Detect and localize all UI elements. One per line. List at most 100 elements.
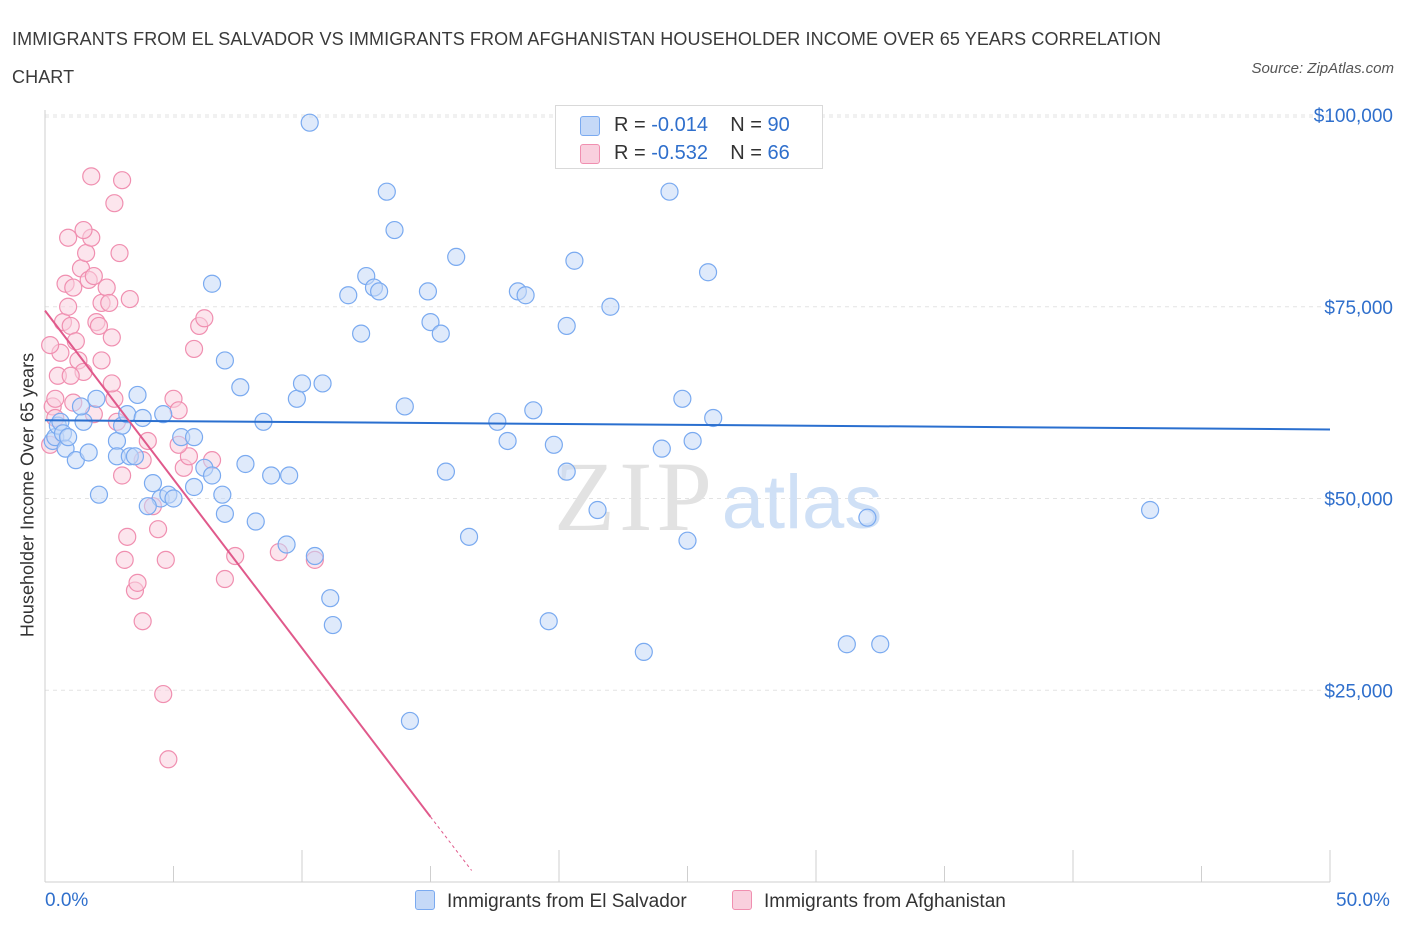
point-el-salvador-10 [71, 397, 91, 416]
point-el-salvador-61 [488, 412, 507, 431]
point-afghanistan-35 [154, 684, 173, 704]
legend-n-label-2: N = [730, 142, 768, 164]
point-afghanistan-45 [215, 569, 234, 589]
point-el-salvador-53 [395, 397, 414, 416]
watermark-atlas: atlas [722, 460, 883, 545]
point-el-salvador-31 [213, 485, 232, 504]
point-afghanistan-36 [159, 750, 178, 769]
legend-n-label-1: N = [730, 114, 768, 136]
point-el-salvador-85 [202, 274, 222, 293]
point-afghanistan-46 [226, 546, 245, 566]
point-afghanistan-47 [105, 194, 124, 213]
point-afghanistan-57 [46, 389, 65, 408]
point-el-salvador-52 [385, 220, 404, 240]
point-el-salvador-76 [660, 182, 679, 201]
point-afghanistan-9 [64, 278, 83, 297]
point-el-salvador-11 [87, 389, 106, 408]
point-el-salvador-75 [652, 439, 671, 458]
point-afghanistan-41 [184, 339, 204, 359]
point-el-salvador-34 [236, 454, 255, 474]
point-afghanistan-8 [61, 316, 80, 336]
point-afghanistan-19 [89, 316, 109, 336]
point-el-salvador-82 [837, 635, 856, 654]
legend-n-value-2: 66 [767, 142, 790, 164]
point-el-salvador-45 [323, 615, 342, 635]
point-el-salvador-8 [74, 412, 93, 431]
point-el-salvador-19 [128, 385, 147, 405]
point-el-salvador-59 [447, 247, 466, 266]
point-afghanistan-28 [118, 527, 137, 546]
point-el-salvador-66 [539, 612, 558, 631]
x-axis-max-label: 50.0% [1336, 890, 1390, 911]
point-el-salvador-86 [300, 113, 319, 132]
point-el-salvador-57 [431, 324, 450, 343]
point-afghanistan-40 [179, 447, 199, 466]
point-el-salvador-28 [184, 477, 204, 497]
legend-swatch-blue [580, 116, 600, 136]
y-tick-label-2: $75,000 [1324, 298, 1393, 319]
point-el-salvador-25 [154, 405, 173, 424]
point-afghanistan-10 [66, 332, 85, 351]
point-afghanistan-52 [120, 289, 139, 309]
point-el-salvador-89 [1140, 500, 1160, 520]
correlation-legend: R = -0.014 N = 90 R = -0.532 N = 66 [555, 105, 823, 169]
point-el-salvador-74 [634, 642, 653, 662]
point-el-salvador-42 [305, 546, 324, 566]
point-el-salvador-81 [704, 408, 723, 428]
point-el-salvador-20 [133, 408, 152, 428]
point-el-salvador-39 [280, 466, 299, 485]
point-el-salvador-83 [858, 508, 877, 527]
point-el-salvador-58 [436, 462, 456, 481]
legend-r-label-1: R = [614, 114, 652, 136]
point-afghanistan-30 [128, 573, 147, 592]
point-el-salvador-27 [184, 428, 204, 447]
point-el-salvador-50 [370, 282, 389, 301]
point-el-salvador-33 [231, 378, 250, 397]
point-el-salvador-54 [400, 711, 420, 731]
trend-line-afghanistan [44, 309, 432, 818]
point-el-salvador-38 [277, 535, 296, 554]
chart-title: IMMIGRANTS FROM EL SALVADOR VS IMMIGRANT… [12, 29, 1162, 87]
legend-r-label-2: R = [614, 142, 652, 164]
watermark: ZIP atlas [554, 441, 882, 552]
point-el-salvador-35 [246, 512, 265, 531]
y-tick-label-0: $25,000 [1324, 681, 1393, 702]
point-el-salvador-47 [352, 324, 371, 343]
legend-swatch-pink [580, 144, 600, 164]
axes [44, 110, 1331, 883]
point-el-salvador-80 [698, 263, 718, 282]
point-el-salvador-18 [125, 447, 145, 466]
y-tick-labels: $25,000 $50,000 $75,000 $100,000 [1314, 106, 1393, 702]
legend-r-value-1: -0.014 [651, 114, 708, 136]
point-el-salvador-13 [107, 431, 127, 451]
point-el-salvador-70 [565, 251, 584, 270]
point-afghanistan-17 [84, 266, 103, 286]
point-afghanistan-49 [112, 171, 132, 190]
point-afghanistan-50 [74, 220, 93, 240]
point-afghanistan-65 [102, 374, 121, 393]
points-el-salvador [43, 113, 1160, 731]
point-el-salvador-62 [498, 431, 517, 451]
point-el-salvador-65 [524, 401, 543, 420]
point-el-salvador-43 [313, 374, 332, 393]
point-afghanistan-43 [195, 309, 214, 328]
point-el-salvador-68 [557, 462, 576, 481]
point-afghanistan-62 [61, 366, 80, 385]
point-afghanistan-32 [138, 431, 157, 451]
point-el-salvador-6 [59, 428, 78, 447]
point-el-salvador-78 [678, 531, 697, 550]
point-el-salvador-77 [673, 389, 692, 408]
point-afghanistan-54 [156, 550, 175, 569]
trend-lines [44, 309, 1331, 871]
point-afghanistan-7 [59, 297, 78, 316]
point-el-salvador-84 [871, 635, 890, 654]
point-el-salvador-79 [683, 431, 702, 451]
point-el-salvador-56 [421, 312, 440, 332]
point-el-salvador-64 [516, 286, 535, 305]
point-el-salvador-24 [164, 489, 183, 508]
point-afghanistan-27 [115, 550, 134, 569]
point-el-salvador-87 [215, 351, 234, 370]
y-tick-label-3: $100,000 [1314, 106, 1393, 127]
bottom-legend-label-2: Immigrants from Afghanistan [764, 891, 1006, 912]
point-el-salvador-44 [321, 589, 340, 608]
